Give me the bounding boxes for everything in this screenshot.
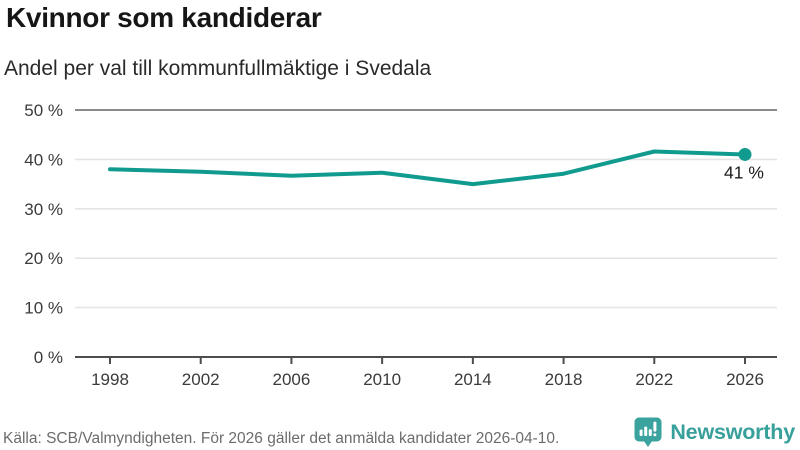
page-subtitle: Andel per val till kommunfullmäktige i S… [4,57,432,80]
x-tick-label: 2018 [545,370,583,389]
x-tick-label: 2002 [182,370,220,389]
y-tick-label: 50 % [24,101,63,120]
x-tick-label: 2014 [454,370,492,389]
y-tick-label: 0 % [34,348,63,367]
data-line [108,149,747,187]
end-value-label: 41 % [724,162,764,182]
end-point-dot [738,147,752,161]
x-tick-label: 2026 [726,370,764,389]
line-chart: 0 % 10 % 20 % 30 % 40 % 50 % 1998 2002 2006 2010 2… [0,92,800,407]
y-tick-label: 10 % [24,299,63,318]
line-chart-svg: 0 % 10 % 20 % 30 % 40 % 50 % 1998 2002 2006 2010 2… [24,101,777,389]
source-note: Källa: SCB/Valmyndigheten. För 2026 gäll… [3,430,560,447]
newsworthy-logo-icon [634,417,662,447]
page-title: Kvinnor som kandiderar [6,2,322,33]
x-tick-label: 2022 [635,370,673,389]
x-tick-label: 1998 [91,370,129,389]
y-tick-label: 20 % [24,249,63,268]
y-tick-label: 30 % [24,200,63,219]
newsworthy-wordmark: Newsworthy [670,420,795,444]
newsworthy-logo: Newsworthy [634,417,795,448]
x-tick-label: 2006 [273,370,311,389]
y-tick-label: 40 % [24,150,63,169]
x-tick-label: 2010 [363,370,401,389]
